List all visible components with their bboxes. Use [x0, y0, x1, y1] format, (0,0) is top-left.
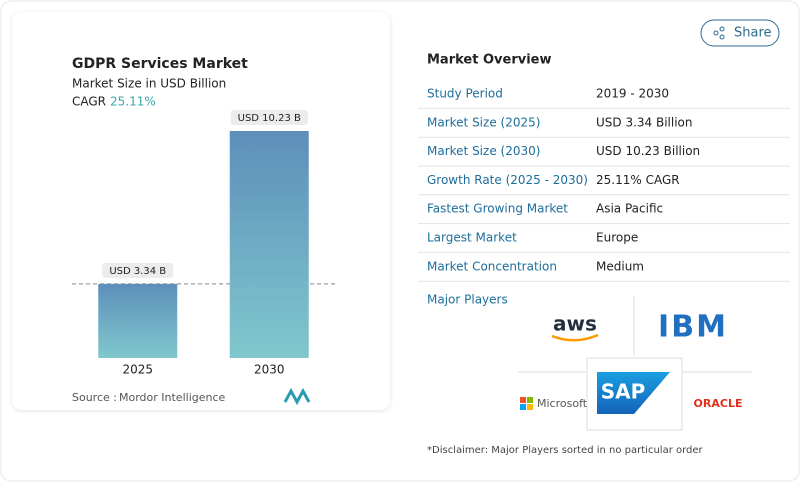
bar — [98, 283, 178, 358]
overview-label: Market Size (2025) — [427, 115, 540, 129]
logo-aws: aws — [553, 312, 597, 336]
players-title: Major Players — [427, 293, 508, 307]
overview-label: Market Concentration — [427, 259, 557, 273]
value-label: USD 10.23 B — [238, 113, 301, 124]
x-tick-label: 2025 — [122, 363, 153, 377]
overview-label: Largest Market — [427, 231, 517, 245]
logo-sap-shape — [597, 372, 670, 414]
value-label: USD 3.34 B — [109, 266, 166, 277]
logo-ms-icon — [520, 397, 533, 410]
overview-value: Medium — [596, 259, 644, 273]
overview-title: Market Overview — [427, 53, 551, 68]
cagr-value: 25.11% — [110, 95, 156, 109]
overview-label: Growth Rate (2025 - 2030) — [427, 173, 588, 187]
logo-sap: SAP — [601, 380, 646, 404]
overview-label: Study Period — [427, 87, 503, 101]
chart-title: GDPR Services Market — [72, 56, 248, 72]
share-icon[interactable] — [719, 26, 725, 32]
overview-label: Market Size (2030) — [427, 144, 540, 158]
bar — [229, 131, 309, 358]
x-tick-label: 2030 — [254, 363, 285, 377]
share-box[interactable] — [700, 19, 780, 47]
source-label: Source : — [72, 391, 117, 404]
source: Mordor Intelligence — [119, 391, 226, 404]
disclaimer: *Disclaimer: Major Players sorted in no … — [427, 445, 704, 456]
source-logo — [283, 387, 311, 406]
share-icon[interactable] — [713, 30, 719, 36]
value-label-bg — [102, 262, 174, 278]
value-label-bg — [230, 110, 308, 125]
chart-subtitle: Market Size in USD Billion — [72, 77, 226, 91]
share-label[interactable]: Share — [734, 26, 772, 41]
logo-aws-smile — [551, 333, 599, 342]
logo-microsoft: Microsoft — [537, 397, 588, 410]
cagr-label: CAGR — [72, 95, 106, 109]
overview-value: USD 10.23 Billion — [596, 144, 700, 158]
share-button[interactable]: Share — [700, 19, 780, 47]
logo-ibm: IBM — [658, 310, 728, 345]
overview-value: USD 3.34 Billion — [596, 115, 693, 129]
logo-oracle: ORACLE — [694, 397, 743, 410]
overview-value: 25.11% CAGR — [596, 173, 680, 187]
share-icon[interactable] — [719, 34, 725, 40]
overview-value: Asia Pacific — [596, 202, 663, 216]
overview-value: Europe — [596, 231, 638, 245]
overview-value: 2019 - 2030 — [596, 87, 669, 101]
overview-label: Fastest Growing Market — [427, 202, 568, 216]
